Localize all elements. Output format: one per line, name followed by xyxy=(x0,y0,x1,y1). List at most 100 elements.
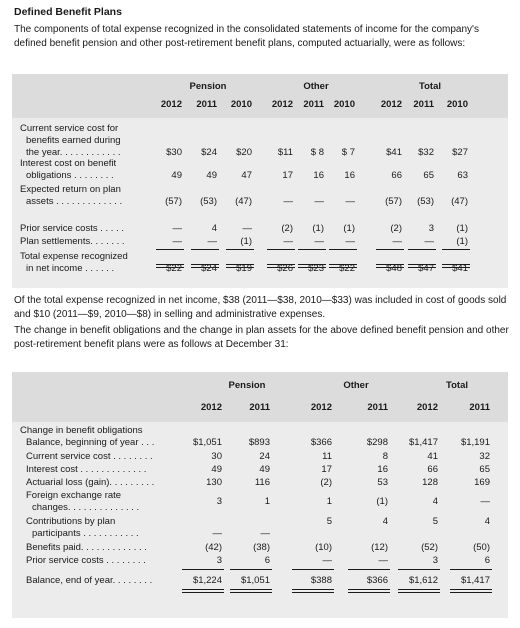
intro-paragraph: The components of total expense recogniz… xyxy=(14,24,479,49)
table-cell: 41 xyxy=(427,451,438,462)
table-cell: (12) xyxy=(371,542,388,553)
row-label: Prior service costs . . . . . . . . xyxy=(26,555,146,566)
subtotal-rule xyxy=(450,569,492,570)
row-label: Current service cost . . . . . . . . xyxy=(26,451,153,462)
table-cell: $19 xyxy=(236,263,252,274)
table-cell: — xyxy=(172,236,183,247)
row-label: Contributions by plan xyxy=(26,516,116,527)
table-cell: 65 xyxy=(423,170,434,181)
row-label: Foreign exchange rate xyxy=(26,490,122,501)
table-cell: — xyxy=(314,236,325,247)
table-cell: (1) xyxy=(456,223,468,234)
row-label: assets . . . . . . . . . . . . . xyxy=(26,196,123,207)
table-cell: (53) xyxy=(417,196,434,207)
benefit-obligations-table: Pension Other Total 2012 2011 2012 2011 2012 201… xyxy=(12,372,508,618)
table-cell: $1,191 xyxy=(460,437,490,448)
table-cell: (52) xyxy=(421,542,438,553)
subtotal-rule xyxy=(408,249,436,250)
year-header: 2010 xyxy=(230,99,252,110)
table-cell: 8 xyxy=(382,451,388,462)
table-cell: 4 xyxy=(484,516,490,527)
subtotal-rule xyxy=(398,569,440,570)
table-cell: 49 xyxy=(259,464,270,475)
table-cell: $ 7 xyxy=(341,147,355,158)
table-cell: $20 xyxy=(236,147,252,158)
table-cell: 17 xyxy=(321,464,332,475)
total-double-rule xyxy=(408,264,436,268)
total-double-rule xyxy=(329,264,357,268)
total-double-rule xyxy=(298,264,326,268)
table-cell: 32 xyxy=(479,451,490,462)
table-cell: 1 xyxy=(264,496,270,507)
table-cell: — xyxy=(392,236,403,247)
table-cell: 3 xyxy=(216,555,222,566)
table-cell: $23 xyxy=(308,263,324,274)
total-double-rule xyxy=(156,264,184,268)
table-cell: 16 xyxy=(313,170,324,181)
table-cell: 6 xyxy=(264,555,270,566)
table-cell: 66 xyxy=(427,464,438,475)
subtotal-rule xyxy=(226,249,254,250)
table-cell: 4 xyxy=(432,496,438,507)
table-cell: $22 xyxy=(339,263,355,274)
year-header: 2011 xyxy=(413,99,434,110)
table-cell: 6 xyxy=(484,555,490,566)
year-header: 2010 xyxy=(446,99,468,110)
row-label: Benefits paid. . . . . . . . . . . . . xyxy=(26,542,147,553)
year-header: 2011 xyxy=(249,402,270,413)
row-label: Balance, end of year. . . . . . . . xyxy=(26,575,153,586)
row-label: Interest cost on benefit xyxy=(20,158,117,169)
table-cell: $48 xyxy=(386,263,402,274)
subtotal-rule xyxy=(292,569,334,570)
total-double-rule xyxy=(191,264,219,268)
table-cell: $ 8 xyxy=(310,147,324,158)
row-label: benefits earned during xyxy=(26,135,121,146)
benefit-obligations-table-header xyxy=(12,372,508,422)
table-cell: $1,417 xyxy=(408,437,438,448)
table-cell: 11 xyxy=(322,451,332,462)
table-cell: — xyxy=(314,196,325,207)
table-cell: $298 xyxy=(366,437,388,448)
table-cell: $1,612 xyxy=(408,575,438,586)
table-cell: (1) xyxy=(240,236,252,247)
table-cell: $1,224 xyxy=(192,575,222,586)
section-label: Change in benefit obligations xyxy=(20,425,143,436)
row-label: in net income . . . . . . xyxy=(26,263,115,274)
year-header: 2011 xyxy=(303,99,324,110)
subtotal-rule xyxy=(298,249,326,250)
total-double-rule xyxy=(376,264,404,268)
expense-allocation-note: Of the total expense recognized in net i… xyxy=(14,295,507,320)
table-cell: 30 xyxy=(211,451,222,462)
table-cell: 116 xyxy=(254,477,270,488)
table-cell: 53 xyxy=(377,477,388,488)
table-cell: $27 xyxy=(452,147,468,158)
total-double-rule xyxy=(226,264,254,268)
subtotal-rule xyxy=(191,249,219,250)
table-cell: (2) xyxy=(320,477,332,488)
table-cell: 49 xyxy=(206,170,217,181)
table-cell: — xyxy=(378,555,389,566)
table-cell: 3 xyxy=(216,496,222,507)
subtotal-rule xyxy=(230,569,272,570)
column-group-other: Other xyxy=(343,380,369,391)
year-header: 2012 xyxy=(310,402,332,413)
table-cell: 24 xyxy=(259,451,270,462)
row-label: Plan settlements. . . . . . . xyxy=(20,236,125,247)
total-double-rule xyxy=(450,589,492,593)
total-double-rule xyxy=(398,589,440,593)
table-cell: $47 xyxy=(418,263,434,274)
total-double-rule xyxy=(442,264,470,268)
section-heading: Defined Benefit Plans xyxy=(14,6,122,18)
column-group-total: Total xyxy=(419,81,441,92)
table-cell: 47 xyxy=(241,170,252,181)
table-cell: $366 xyxy=(310,437,332,448)
table-cell: 5 xyxy=(432,516,438,527)
table-cell: $24 xyxy=(201,263,217,274)
row-label: obligations . . . . . . . . xyxy=(26,170,114,181)
table-cell: 17 xyxy=(282,170,293,181)
year-header: 2011 xyxy=(196,99,217,110)
table-cell: 1 xyxy=(326,496,332,507)
expense-table: Pension Other Total 2012 2011 2010 2012 2011 201… xyxy=(12,74,508,288)
year-header: 2012 xyxy=(200,402,222,413)
row-label: changes. . . . . . . . . . . . . . xyxy=(32,502,140,513)
